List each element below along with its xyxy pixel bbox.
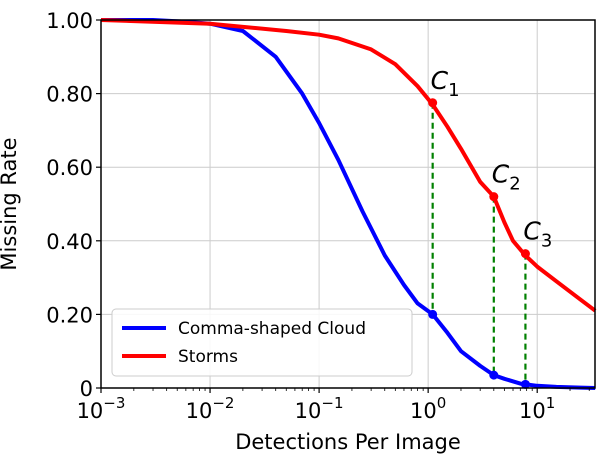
y-axis-title: Missing Rate bbox=[0, 137, 21, 270]
x-tick-label: 10−3 bbox=[77, 394, 126, 423]
annotation-point-blue bbox=[520, 379, 530, 389]
x-tick-label: 10−1 bbox=[295, 394, 344, 423]
x-tick-labels: 10−3 10−2 10−1 100 101 bbox=[77, 388, 590, 423]
legend-label: Comma-shaped Cloud bbox=[178, 319, 366, 339]
annotation-points bbox=[428, 98, 530, 389]
y-tick-label: 0.60 bbox=[46, 156, 93, 180]
y-tick-label: 0.20 bbox=[46, 303, 93, 327]
y-tick-labels: 0 0.20 0.40 0.60 0.80 1.00 bbox=[46, 9, 101, 401]
annotation-point-red bbox=[428, 98, 438, 108]
legend: Comma-shaped Cloud Storms bbox=[111, 308, 413, 377]
x-tick-label: 101 bbox=[519, 394, 555, 423]
series-line bbox=[100, 18, 597, 313]
annotation-point-blue bbox=[489, 370, 499, 380]
x-tick-label: 100 bbox=[410, 394, 446, 423]
y-tick-label: 0.80 bbox=[46, 83, 93, 107]
y-tick-label: 0 bbox=[80, 377, 93, 401]
x-tick-label: 10−2 bbox=[186, 394, 235, 423]
annotation-label: C1 bbox=[431, 66, 460, 101]
y-tick-label: 1.00 bbox=[46, 9, 93, 33]
annotation-label: C2 bbox=[492, 160, 521, 195]
annotation-label: C3 bbox=[523, 217, 552, 252]
annotation-dashed-lines bbox=[431, 102, 527, 385]
y-tick-label: 0.40 bbox=[46, 230, 93, 254]
annotation-point-red bbox=[489, 192, 499, 202]
legend-label: Storms bbox=[178, 347, 238, 367]
legend-box bbox=[111, 308, 413, 377]
annotation-point-blue bbox=[428, 309, 438, 319]
plot-frame bbox=[100, 19, 596, 389]
x-axis-title: Detections Per Image bbox=[235, 430, 461, 454]
annotation-point-red bbox=[520, 249, 530, 259]
